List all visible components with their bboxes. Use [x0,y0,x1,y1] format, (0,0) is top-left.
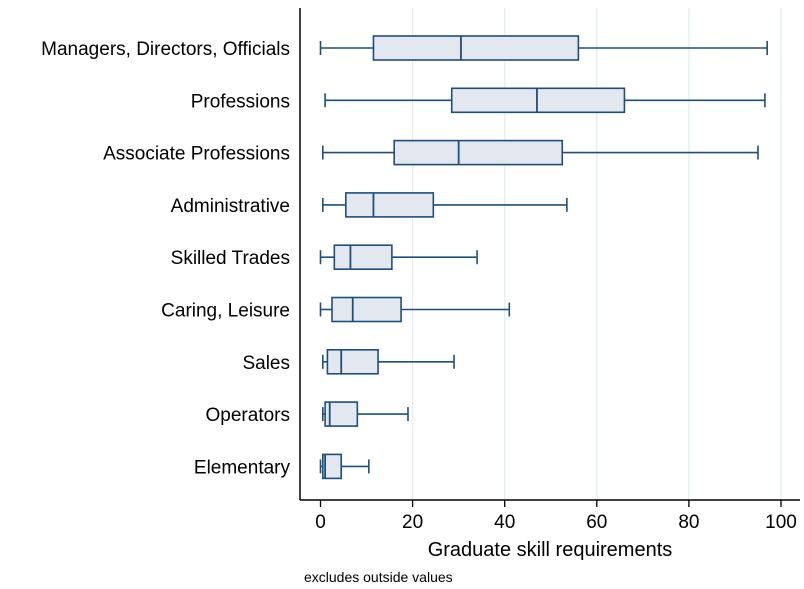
category-label-sales: Sales [242,353,290,374]
axis-layer [299,8,800,507]
box-professions [324,87,766,114]
iqr-box-elementary [322,453,343,480]
box-skilled-trades [319,244,478,270]
category-label-administrative: Administrative [171,196,290,217]
iqr-box-associate-professions [393,139,564,166]
iqr-box-caring-leisure [331,296,402,323]
x-tick-label-20: 20 [402,512,423,533]
chart-note: excludes outside values [304,569,453,585]
iqr-box-managers-directors-officials [372,35,580,61]
category-label-caring-leisure: Caring, Leisure [161,301,290,322]
category-label-skilled-trades: Skilled Trades [171,248,290,269]
box-administrative [322,192,568,218]
x-tick-label-40: 40 [494,512,515,533]
x-tick-label-100: 100 [765,512,797,533]
x-tick-label-60: 60 [586,512,607,533]
x-axis-title: Graduate skill requirements [428,539,673,561]
category-label-operators: Operators [206,405,290,426]
category-label-elementary: Elementary [194,457,291,478]
x-tick-label-80: 80 [678,512,699,533]
box-operators [322,401,409,427]
iqr-box-skilled-trades [333,244,393,270]
category-label-managers-directors-officials: Managers, Directors, Officials [41,39,290,60]
box-associate-professions [322,139,759,166]
box-layer [319,35,768,480]
iqr-box-professions [450,87,626,114]
iqr-box-administrative [345,192,435,218]
box-caring-leisure [319,296,511,323]
x-tick-label-0: 0 [315,512,326,533]
box-elementary [319,453,370,480]
box-sales [322,348,455,375]
category-label-professions: Professions [191,91,290,112]
category-label-associate-professions: Associate Professions [103,144,290,165]
box-managers-directors-officials [319,35,768,61]
grid-layer [411,8,782,500]
iqr-box-sales [326,348,379,375]
label-layer: 0 20 40 60 80 100 Managers, Directors, Officia… [41,39,797,533]
